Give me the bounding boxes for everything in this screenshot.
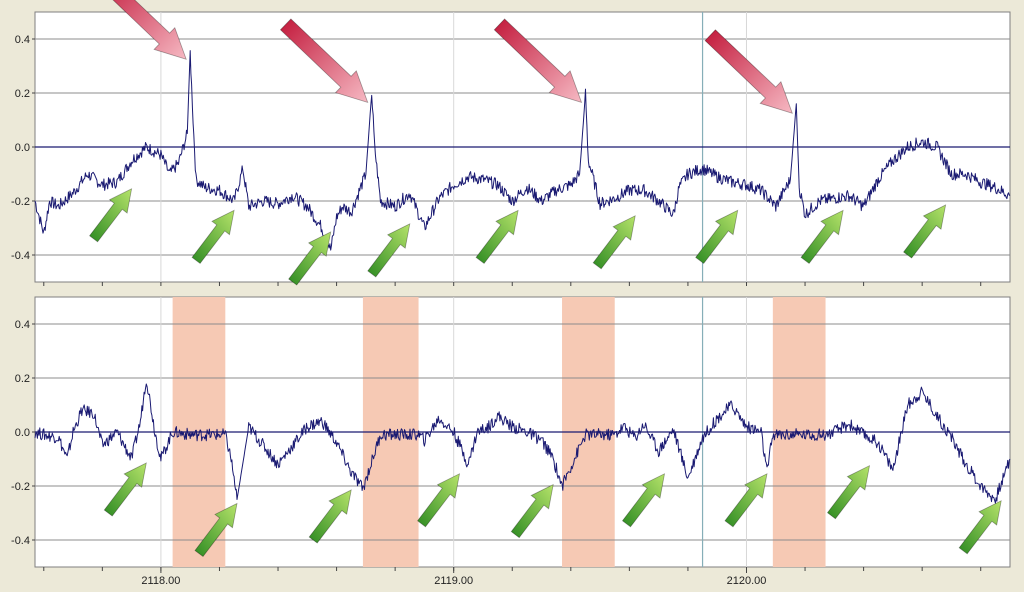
event-arrow-icon [475,209,519,264]
signal-trace [34,50,1011,251]
x-tick-label: 2120.00 [727,575,767,587]
y-tick-label: -0.2 [11,481,30,493]
event-arrow-icon [695,209,739,264]
event-arrow-icon [621,473,666,528]
event-arrow-icon [191,209,235,264]
event-arrow-icon [367,223,411,278]
y-tick-label: 0.4 [15,34,30,46]
y-tick-label: 0.4 [15,319,30,331]
event-arrow-icon [958,500,1002,555]
x-tick-label: 2119.00 [434,575,473,587]
y-tick-label: -0.2 [11,196,30,208]
event-arrow-icon [724,473,768,528]
event-arrow-icon [826,464,871,520]
event-arrow-icon [288,231,332,286]
y-tick-label: -0.4 [11,250,30,262]
y-tick-label: -0.4 [11,535,30,547]
event-arrow-icon [194,502,238,558]
bottom-chart-panel: 0.4 0.2 0.0 -0.2 -0.4 2118.00 2119.00 2120.00 [11,296,1011,587]
event-arrow-icon [308,489,352,544]
event-arrow-icon [592,215,636,270]
y-tick-label: 0.2 [15,88,30,100]
top-chart-panel: 0.4 0.2 0.0 -0.2 -0.4 [11,11,1011,286]
signal-trace [34,383,1011,504]
x-tick-label: 2118.00 [141,575,180,587]
y-tick-label: 0.2 [15,373,30,385]
artifact-arrow-icon [493,18,583,104]
event-arrow-icon [800,209,844,264]
event-arrow-icon [89,188,133,243]
artifact-arrow-icon [279,18,369,104]
artifact-arrow-icon [112,0,187,60]
event-arrow-icon [103,462,147,517]
y-tick-label: 0.0 [15,142,30,154]
event-arrow-icon [417,473,461,528]
annotation-arrows [89,0,1002,558]
y-tick-label: 0.0 [15,427,30,439]
artifact-arrow-icon [704,29,793,114]
event-arrow-icon [510,483,554,539]
event-arrow-icon [903,204,947,259]
